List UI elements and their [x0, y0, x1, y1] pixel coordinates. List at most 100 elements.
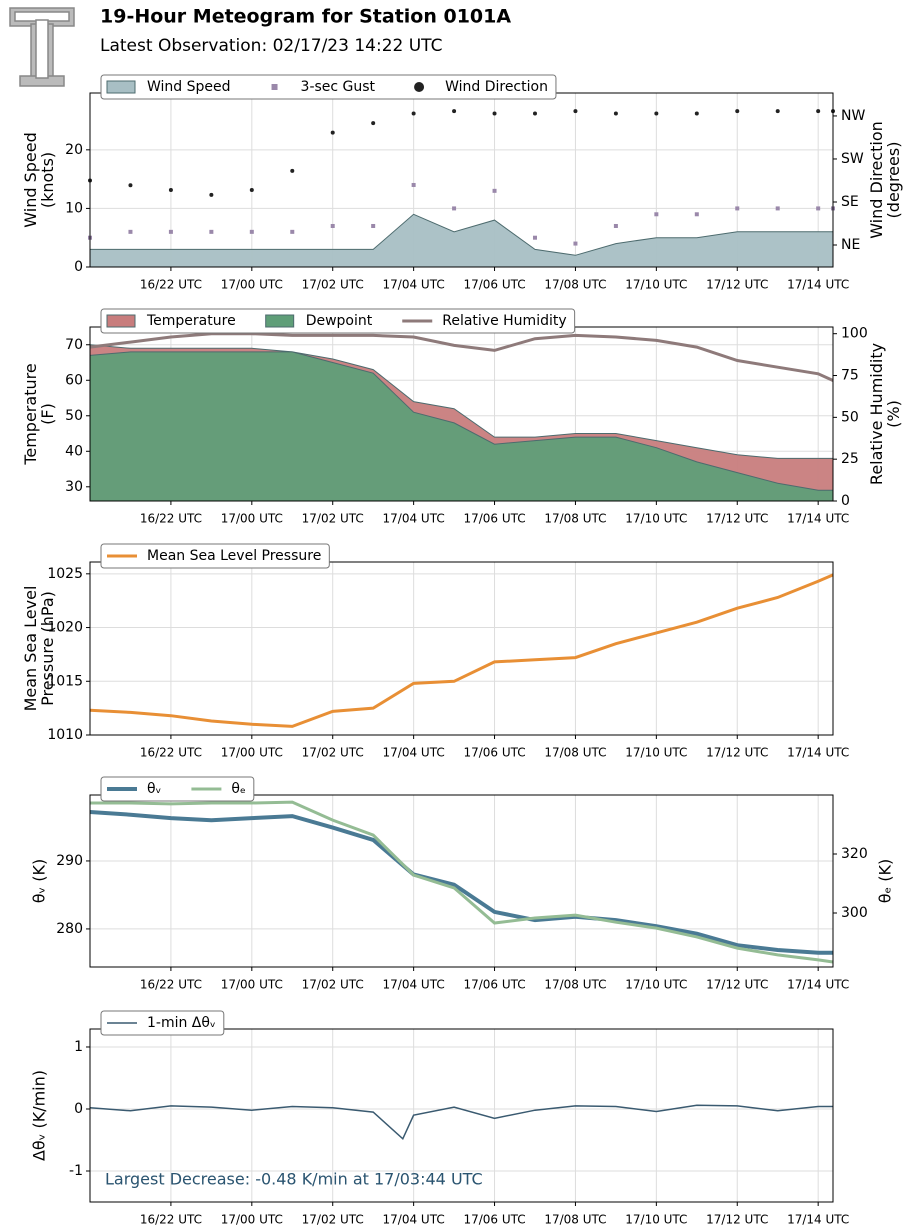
x-tick-label: 17/04 UTC — [383, 978, 445, 992]
gust-marker — [532, 235, 537, 240]
x-tick-label: 16/22 UTC — [140, 512, 202, 526]
y2-tick-label: NE — [841, 237, 860, 253]
y2-tick-label: 50 — [841, 409, 859, 425]
gust-marker — [816, 206, 821, 211]
direction-marker — [168, 188, 173, 193]
legend-box — [100, 776, 255, 802]
x-tick-label: 17/00 UTC — [221, 746, 283, 760]
legend-box — [100, 543, 330, 569]
y2-tick-label: NW — [841, 108, 865, 124]
x-tick-label: 17/14 UTC — [787, 512, 849, 526]
x-tick-label: 17/10 UTC — [625, 746, 687, 760]
x-tick-label: 17/12 UTC — [706, 746, 768, 760]
legend: 1-min Δθᵥ — [100, 1010, 225, 1036]
y2-tick-label: SW — [841, 151, 864, 167]
legend-label: 3-sec Gust — [301, 79, 376, 95]
direction-marker — [735, 109, 740, 114]
x-tick-label: 17/02 UTC — [302, 278, 364, 292]
gust-marker — [735, 206, 740, 211]
gust-marker — [573, 241, 578, 246]
gust-marker — [330, 223, 335, 228]
y-tick-label: 1025 — [47, 566, 83, 582]
gust-marker — [694, 212, 699, 217]
y-tick-label: 290 — [56, 853, 83, 869]
plot-area — [90, 1029, 833, 1202]
x-tick-label: 17/02 UTC — [302, 1213, 364, 1227]
direction-marker — [654, 111, 659, 116]
axis-label: Relative Humidity — [867, 343, 886, 485]
direction-marker — [775, 109, 780, 114]
gust-marker — [654, 212, 659, 217]
axis-label: (degrees) — [884, 142, 903, 219]
legend-swatch — [106, 314, 136, 328]
direction-marker — [330, 130, 335, 135]
legend-label: Dewpoint — [306, 313, 373, 329]
x-tick-label: 17/12 UTC — [706, 1213, 768, 1227]
y-tick-label: 1020 — [47, 620, 83, 636]
y-tick-label: 0 — [74, 1101, 83, 1117]
x-tick-label: 17/10 UTC — [625, 978, 687, 992]
panel: 16/22 UTC 17/00 UTC 17/02 UTC 17/04 UTC 17/0… — [21, 543, 849, 760]
legend-box — [100, 308, 576, 334]
direction-marker — [452, 109, 457, 114]
gust-marker — [492, 188, 497, 193]
x-tick-label: 17/02 UTC — [302, 512, 364, 526]
plot-frame — [89, 794, 834, 968]
legend-swatch — [106, 80, 136, 94]
direction-marker — [411, 111, 416, 116]
page-subtitle: Latest Observation: 02/17/23 14:22 UTC — [100, 36, 442, 56]
x-tick-label: 17/10 UTC — [625, 278, 687, 292]
page-title: 19-Hour Meteogram for Station 0101A — [100, 6, 511, 28]
x-tick-label: 17/08 UTC — [544, 746, 606, 760]
axis-label: Wind Speed — [21, 132, 40, 227]
y-tick-label: 70 — [65, 337, 83, 353]
legend: θᵥ θₑ — [100, 776, 255, 802]
y-tick-label: 1015 — [47, 673, 83, 689]
y-tick-label: 30 — [65, 479, 83, 495]
y-tick-label: -1 — [69, 1163, 83, 1179]
line — [89, 810, 833, 955]
gust-marker — [128, 229, 133, 234]
y-tick-label: 280 — [56, 921, 83, 937]
axis-label: Wind Direction — [867, 121, 886, 239]
axis-label: (F) — [38, 403, 57, 425]
legend-label: Wind Speed — [147, 79, 231, 95]
axis-label: θᵥ (K) — [30, 859, 49, 904]
plot-frame — [89, 1028, 834, 1203]
x-tick-label: 17/08 UTC — [544, 978, 606, 992]
x-tick-label: 17/04 UTC — [383, 1213, 445, 1227]
plot-area — [90, 562, 833, 735]
x-tick-label: 17/12 UTC — [706, 978, 768, 992]
x-tick-label: 17/00 UTC — [221, 978, 283, 992]
y2-tick-label: 75 — [841, 368, 859, 384]
legend-label: Temperature — [146, 313, 236, 329]
panel: 16/22 UTC 17/00 UTC 17/02 UTC 17/04 UTC 17/0… — [21, 308, 903, 526]
line — [89, 1104, 833, 1141]
gust-marker — [775, 206, 780, 211]
y-tick-label: 40 — [65, 443, 83, 459]
x-tick-label: 17/04 UTC — [383, 746, 445, 760]
legend-label: Mean Sea Level Pressure — [147, 548, 321, 564]
direction-marker — [371, 121, 376, 126]
x-tick-label: 17/04 UTC — [383, 512, 445, 526]
gust-marker — [411, 182, 416, 187]
x-tick-label: 17/00 UTC — [221, 278, 283, 292]
x-tick-label: 17/14 UTC — [787, 746, 849, 760]
x-tick-label: 17/10 UTC — [625, 1213, 687, 1227]
legend-box — [100, 1010, 225, 1036]
axis-label: Δθᵥ (K/min) — [30, 1070, 49, 1161]
gust-marker — [290, 229, 295, 234]
gust-marker — [209, 229, 214, 234]
line — [89, 573, 834, 728]
area — [89, 351, 834, 502]
y2-tick-label: 25 — [841, 451, 859, 467]
x-tick-label: 17/12 UTC — [706, 512, 768, 526]
x-tick-label: 17/02 UTC — [302, 978, 364, 992]
legend-swatch — [414, 82, 425, 92]
y-tick-label: 1 — [74, 1039, 83, 1055]
direction-marker — [209, 192, 214, 197]
x-tick-label: 17/00 UTC — [221, 512, 283, 526]
legend-swatch — [265, 314, 295, 328]
y2-tick-label: 320 — [841, 846, 868, 862]
axis-label: Pressure (hPa) — [38, 591, 57, 706]
